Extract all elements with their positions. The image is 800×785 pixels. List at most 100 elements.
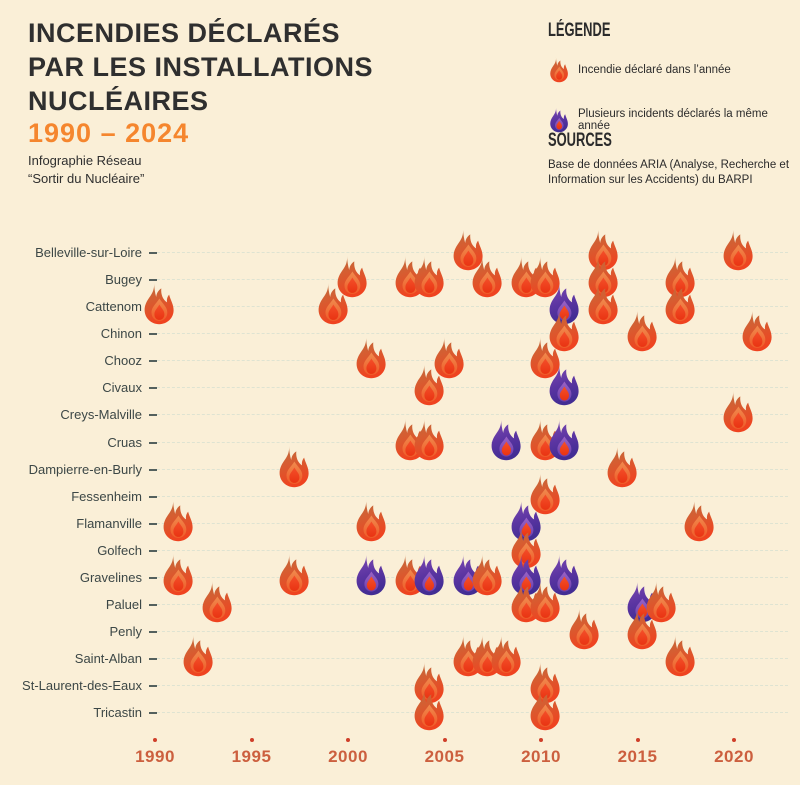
fire-marker-cattenom-1999: [315, 281, 351, 327]
title-line-2: PAR LES INSTALLATIONS: [28, 52, 373, 82]
gridline: [152, 414, 788, 416]
fire-marker-flamanville-2001: [353, 498, 389, 544]
fire-marker-paluel-2010: [527, 579, 563, 625]
gridline: [152, 360, 788, 362]
x-label-2010: 2010: [521, 747, 561, 766]
fire-marker-saint-alban-2017: [662, 633, 698, 679]
fire-marker-civaux-2004: [411, 362, 447, 408]
fire-marker-gravelines-2007: [469, 552, 505, 598]
x-label-1995: 1995: [231, 747, 272, 766]
fire-marker-cattenom-1990: [141, 281, 177, 327]
x-tick-dot: [732, 738, 736, 742]
fire-marker-cruas-2004: [411, 417, 447, 463]
row-tick: [149, 468, 157, 471]
row-tick: [149, 658, 157, 661]
row-tick: [149, 712, 157, 715]
credit: Infographie Réseau “Sortir du Nucléaire”: [28, 152, 144, 188]
x-label-2020: 2020: [714, 747, 754, 766]
gridline: [152, 549, 788, 551]
row-label-bugey: Bugey: [105, 272, 142, 288]
row-tick: [149, 495, 157, 498]
fire-marker-cattenom-2013: [585, 281, 621, 327]
gridline: [152, 387, 788, 389]
legend-item-label: Incendie déclaré dans l’année: [578, 64, 731, 76]
gridline: [152, 712, 788, 714]
page-title: INCENDIES DÉCLARÉS PAR LES INSTALLATIONS…: [28, 16, 373, 118]
fire-marker-chinon-2015: [624, 308, 660, 354]
row-label-dampierre-en-burly: Dampierre-en-Burly: [28, 461, 142, 477]
fire-marker-gravelines-1997: [276, 552, 312, 598]
fire-marker-paluel-1993: [199, 579, 235, 625]
row-tick: [149, 279, 157, 282]
x-tick-dot: [346, 738, 350, 742]
x-label-2000: 2000: [328, 747, 368, 766]
x-label-2005: 2005: [424, 747, 465, 766]
gridline: [152, 604, 788, 606]
credit-line-1: Infographie Réseau: [28, 153, 142, 168]
fire-marker-belleville-sur-loire-2020: [720, 227, 756, 273]
credit-line-2: “Sortir du Nucléaire”: [28, 171, 145, 186]
row-label-saint-alban: Saint-Alban: [74, 651, 142, 667]
sources: SOURCES Base de données ARIA (Analyse, R…: [548, 130, 800, 188]
x-tick-dot: [442, 738, 447, 742]
row-label-golfech: Golfech: [97, 542, 142, 558]
fire-marker-penly-2015: [624, 606, 660, 652]
row-tick: [149, 252, 157, 254]
fire-marker-tricastin-2004: [411, 687, 447, 733]
gridline: [152, 441, 788, 443]
row-label-flamanville: Flamanville: [76, 515, 142, 531]
row-tick: [149, 522, 157, 525]
multi-fire-marker-gravelines-2004: [411, 552, 447, 598]
fire-marker-flamanville-2018: [681, 498, 717, 544]
fire-marker-dampierre-en-burly-2014: [604, 444, 640, 490]
row-label-creys-malville: Creys-Malville: [60, 407, 142, 423]
gridline: [152, 522, 788, 524]
gridline: [152, 631, 788, 633]
x-tick-dot: [539, 738, 543, 742]
multi-fire-marker-cruas-2011: [546, 417, 582, 463]
fire-marker-tricastin-2010: [527, 687, 563, 733]
title-line-1: INCENDIES DÉCLARÉS: [28, 18, 341, 48]
row-tick: [149, 441, 157, 444]
row-label-tricastin: Tricastin: [93, 705, 142, 721]
row-label-belleville-sur-loire: Belleville-sur-Loire: [35, 245, 142, 260]
fire-marker-saint-alban-2008: [488, 633, 524, 679]
fire-marker-saint-alban-1992: [180, 633, 216, 679]
row-label-fessenheim: Fessenheim: [71, 488, 142, 504]
fire-marker-dampierre-en-burly-1997: [276, 444, 312, 490]
row-tick: [149, 631, 157, 634]
legend-item-multiple: Plusieurs incidents déclarés la même ann…: [548, 106, 798, 134]
row-tick: [149, 387, 157, 390]
fire-marker-flamanville-1991: [160, 498, 196, 544]
fire-marker-gravelines-1991: [160, 552, 196, 598]
x-tick-dot: [635, 738, 640, 742]
row-tick: [149, 549, 157, 552]
fire-marker-creys-malville-2020: [720, 389, 756, 435]
row-label-paluel: Paluel: [105, 597, 142, 613]
fire-marker-cattenom-2017: [662, 281, 698, 327]
gridline: [152, 685, 788, 687]
legend-item-single: Incendie déclaré dans l’année: [548, 56, 798, 84]
legend: LÉGENDE Incendie déclaré dans l’année Pl…: [548, 20, 798, 134]
row-tick: [149, 604, 157, 607]
x-tick-dot: [153, 738, 157, 742]
gridline: [152, 333, 788, 335]
sources-text: Base de données ARIA (Analyse, Recherche…: [548, 159, 790, 186]
row-label-chooz: Chooz: [104, 353, 142, 369]
fire-marker-bugey-2004: [411, 254, 447, 300]
gridline: [152, 279, 788, 281]
x-tick-dot: [249, 738, 254, 742]
legend-item-label: Plusieurs incidents déclarés la même ann…: [578, 108, 768, 132]
row-label-penly: Penly: [109, 624, 142, 640]
row-label-gravelines: Gravelines: [79, 569, 142, 585]
legend-heading: LÉGENDE: [548, 20, 611, 41]
fire-marker-penly-2012: [566, 606, 602, 652]
gridline: [152, 306, 788, 308]
row-label-cruas: Cruas: [107, 434, 142, 450]
title-period: 1990 – 2024: [28, 118, 190, 148]
gridline: [152, 495, 788, 497]
x-label-1990: 1990: [135, 747, 175, 766]
row-label-st-laurent-des-eaux: St-Laurent-des-Eaux: [22, 678, 142, 694]
x-label-2015: 2015: [617, 747, 658, 766]
